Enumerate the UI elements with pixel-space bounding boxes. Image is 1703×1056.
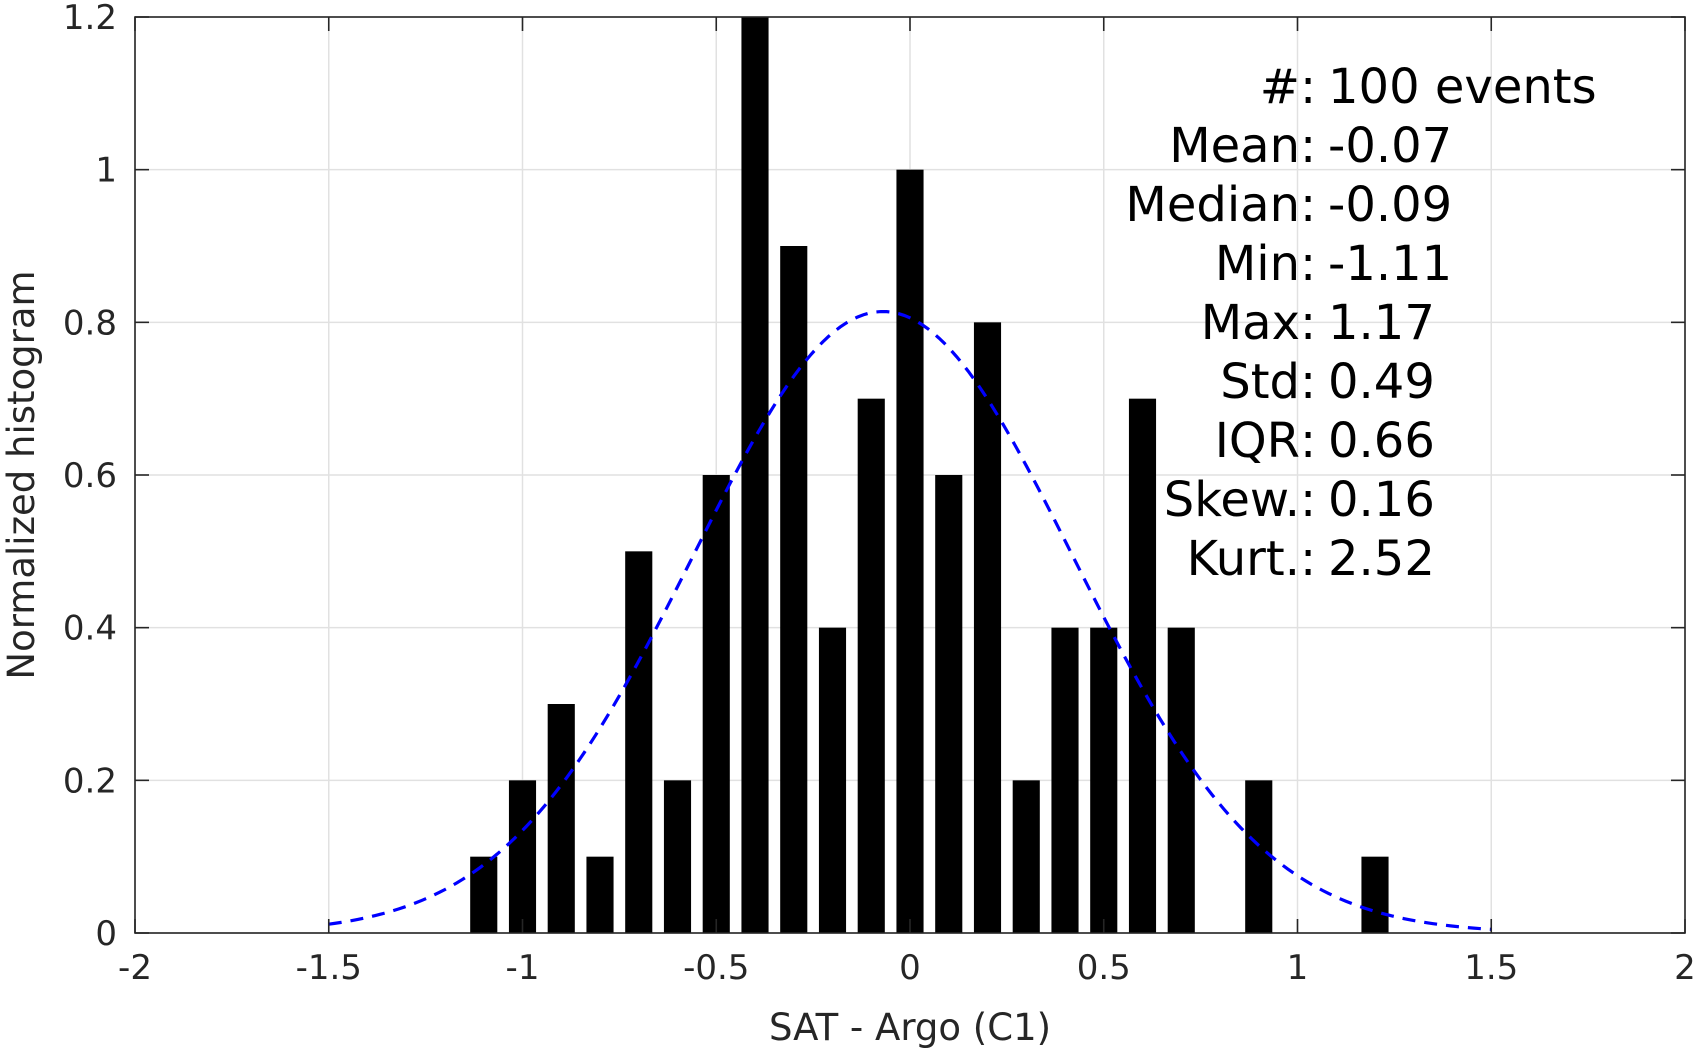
histogram-bar xyxy=(663,780,692,933)
stat-row: IQR : 0.66 xyxy=(1215,413,1435,469)
stat-row: Skew. : 0.16 xyxy=(1164,472,1435,528)
stat-label: Median xyxy=(1125,177,1300,233)
y-axis-label: Normalized histogram xyxy=(0,270,43,679)
stat-separator: : xyxy=(1300,295,1316,351)
x-tick-label: 1 xyxy=(1287,948,1309,988)
stat-row: Max : 1.17 xyxy=(1201,295,1435,351)
x-tick-label: 1.5 xyxy=(1464,948,1518,988)
stat-separator: : xyxy=(1300,177,1316,233)
y-tick-label: 1.2 xyxy=(63,0,117,38)
x-tick-label: -1 xyxy=(506,948,540,988)
x-tick-label: -2 xyxy=(118,948,152,988)
x-tick-label: -0.5 xyxy=(683,948,749,988)
histogram-bar xyxy=(508,780,537,933)
stat-value: -0.09 xyxy=(1328,177,1452,233)
histogram-bar xyxy=(973,322,1002,933)
stat-row: # : 100 events xyxy=(1260,59,1597,115)
histogram-bar xyxy=(780,246,808,933)
stat-value: 0.49 xyxy=(1328,354,1435,410)
bars xyxy=(470,17,1389,934)
stat-separator: : xyxy=(1300,472,1316,528)
histogram-bar xyxy=(1051,627,1079,933)
histogram-bar xyxy=(857,398,885,934)
y-tick-label: 1 xyxy=(95,151,117,191)
fit-curve-line xyxy=(328,309,1492,931)
stat-label: Max xyxy=(1201,295,1300,351)
histogram-bar xyxy=(1090,627,1118,933)
histogram-bar xyxy=(1128,398,1157,934)
x-tick-label: -1.5 xyxy=(296,948,362,988)
stat-label: # xyxy=(1260,59,1300,115)
histogram-bar xyxy=(702,475,730,933)
y-tick-label: 0.2 xyxy=(63,761,117,801)
stat-row: Mean : -0.07 xyxy=(1169,118,1452,174)
stat-separator: : xyxy=(1300,354,1316,410)
stat-label: IQR xyxy=(1215,413,1300,469)
stat-row: Std : 0.49 xyxy=(1220,354,1435,410)
stat-value: -1.11 xyxy=(1328,236,1452,292)
histogram-bar xyxy=(935,475,963,933)
histogram-bar xyxy=(818,627,847,933)
x-tick-label: 2 xyxy=(1674,948,1696,988)
stat-value: 0.16 xyxy=(1328,472,1435,528)
histogram-bar xyxy=(896,169,924,933)
stat-separator: : xyxy=(1300,118,1316,174)
histogram-bar xyxy=(1167,627,1195,933)
axes xyxy=(134,16,1686,934)
histogram-bar xyxy=(547,704,575,933)
stat-separator: : xyxy=(1300,236,1316,292)
fit-curve-layer xyxy=(328,309,1492,931)
stat-separator: : xyxy=(1300,413,1316,469)
stat-label: Mean xyxy=(1169,118,1300,174)
histogram-bar xyxy=(1012,780,1040,933)
stat-value: 2.52 xyxy=(1328,531,1435,587)
stat-value: 100 events xyxy=(1328,59,1597,115)
histogram-bar xyxy=(1361,856,1389,933)
x-tick-label: 0 xyxy=(899,948,921,988)
histogram-bar xyxy=(625,551,653,933)
y-tick-label: 0 xyxy=(95,914,117,954)
tick-labels: -2 -1.5 -1 -0.5 0 0.5 1 1.5 2 0 0.2 0.4 0.6 0.8 1 1.2 xyxy=(63,0,1696,988)
x-tick-label: 0.5 xyxy=(1077,948,1131,988)
stat-value: 1.17 xyxy=(1328,295,1435,351)
histogram-bar xyxy=(741,17,769,933)
stat-row: Kurt. : 2.52 xyxy=(1187,531,1435,587)
histogram-bar xyxy=(586,856,614,933)
x-axis-label: SAT - Argo (C1) xyxy=(769,1006,1051,1049)
stat-row: Min : -1.11 xyxy=(1215,236,1452,292)
stat-row: Median : -0.09 xyxy=(1125,177,1452,233)
y-tick-label: 0.4 xyxy=(63,609,117,649)
stat-label: Skew. xyxy=(1164,472,1300,528)
stat-value: 0.66 xyxy=(1328,413,1435,469)
histogram-bar xyxy=(1245,780,1273,933)
y-tick-label: 0.8 xyxy=(63,303,117,343)
stat-label: Min xyxy=(1215,236,1300,292)
histogram-bar xyxy=(470,856,498,933)
stat-label: Std xyxy=(1220,354,1300,410)
stat-value: -0.07 xyxy=(1328,118,1452,174)
stat-separator: : xyxy=(1300,59,1316,115)
y-tick-label: 0.6 xyxy=(63,456,117,496)
stat-separator: : xyxy=(1300,531,1316,587)
stat-label: Kurt. xyxy=(1187,531,1300,587)
